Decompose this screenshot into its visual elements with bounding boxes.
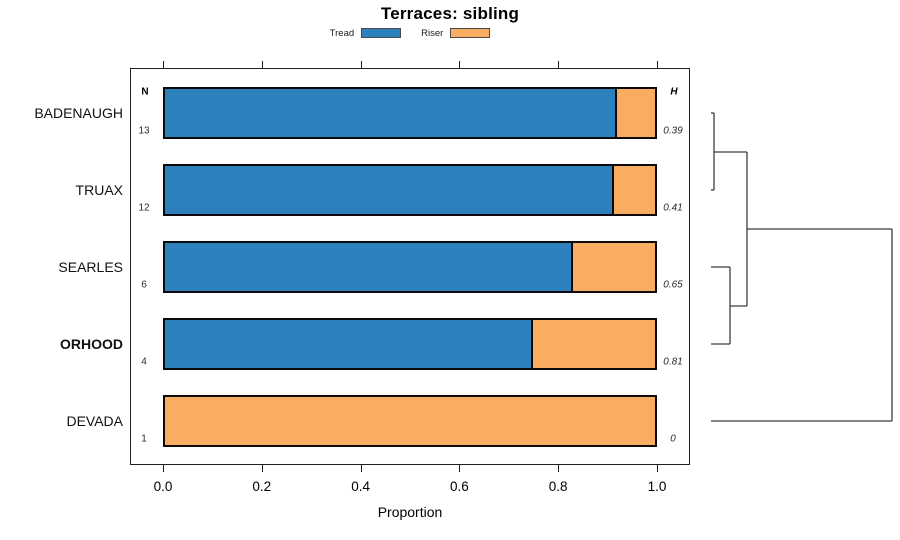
n-value-searles: 6 <box>141 279 147 291</box>
x-tick-label: 0.8 <box>548 479 568 494</box>
x-tick-label: 0.6 <box>450 479 469 494</box>
bar-row-orhood <box>163 318 657 370</box>
x-tick-bottom <box>360 465 362 472</box>
x-tick-top <box>558 61 560 68</box>
category-label-searles: SEARLES <box>58 259 123 275</box>
bar-row-truax <box>163 164 657 216</box>
category-label-orhood: ORHOOD <box>60 336 123 352</box>
n-value-truax: 12 <box>138 202 150 214</box>
category-label-badenaugh: BADENAUGH <box>34 105 123 121</box>
x-tick-label: 1.0 <box>647 479 667 494</box>
x-tick-top <box>459 61 461 68</box>
x-axis-title: Proportion <box>377 504 443 520</box>
legend-item-riser: Riser <box>421 27 491 39</box>
x-tick-top <box>657 61 658 68</box>
n-value-orhood: 4 <box>141 356 147 368</box>
legend-label-tread: Tread <box>329 27 355 39</box>
legend-label-riser: Riser <box>421 27 444 39</box>
x-tick-bottom <box>558 465 560 472</box>
bar-segment-tread <box>165 166 614 214</box>
x-tick-top <box>360 61 362 68</box>
bar-row-searles <box>163 241 657 293</box>
n-value-devada: 1 <box>141 433 147 445</box>
h-value-orhood: 0.81 <box>663 356 683 368</box>
bar-segment-tread <box>165 320 533 368</box>
x-tick-bottom <box>163 465 164 472</box>
chart-title: Terraces: sibling <box>380 4 520 23</box>
h-value-truax: 0.41 <box>663 202 683 214</box>
legend: Tread Riser <box>130 26 690 40</box>
legend-item-tread: Tread <box>329 27 402 39</box>
h-value-searles: 0.65 <box>663 279 683 291</box>
x-tick-label: 0.0 <box>153 479 173 494</box>
bar-segment-tread <box>165 89 617 137</box>
x-tick-top <box>163 61 164 68</box>
x-tick-bottom <box>657 465 658 472</box>
x-tick-bottom <box>459 465 461 472</box>
h-value-badenaugh: 0.39 <box>663 125 683 137</box>
x-tick-top <box>261 61 263 68</box>
n-column-header: N <box>141 86 149 98</box>
x-tick-bottom <box>261 465 263 472</box>
bar-segment-tread <box>165 243 573 291</box>
category-label-truax: TRUAX <box>75 182 123 198</box>
h-value-devada: 0 <box>670 433 676 445</box>
legend-swatch-riser <box>450 28 491 38</box>
legend-swatch-tread <box>361 28 402 38</box>
category-label-devada: DEVADA <box>66 413 123 429</box>
bar-row-badenaugh <box>163 87 657 139</box>
bar-row-devada <box>163 395 657 447</box>
h-column-header: H <box>670 86 678 98</box>
x-tick-label: 0.2 <box>252 479 272 494</box>
x-tick-label: 0.4 <box>351 479 370 494</box>
n-value-badenaugh: 13 <box>138 125 150 137</box>
